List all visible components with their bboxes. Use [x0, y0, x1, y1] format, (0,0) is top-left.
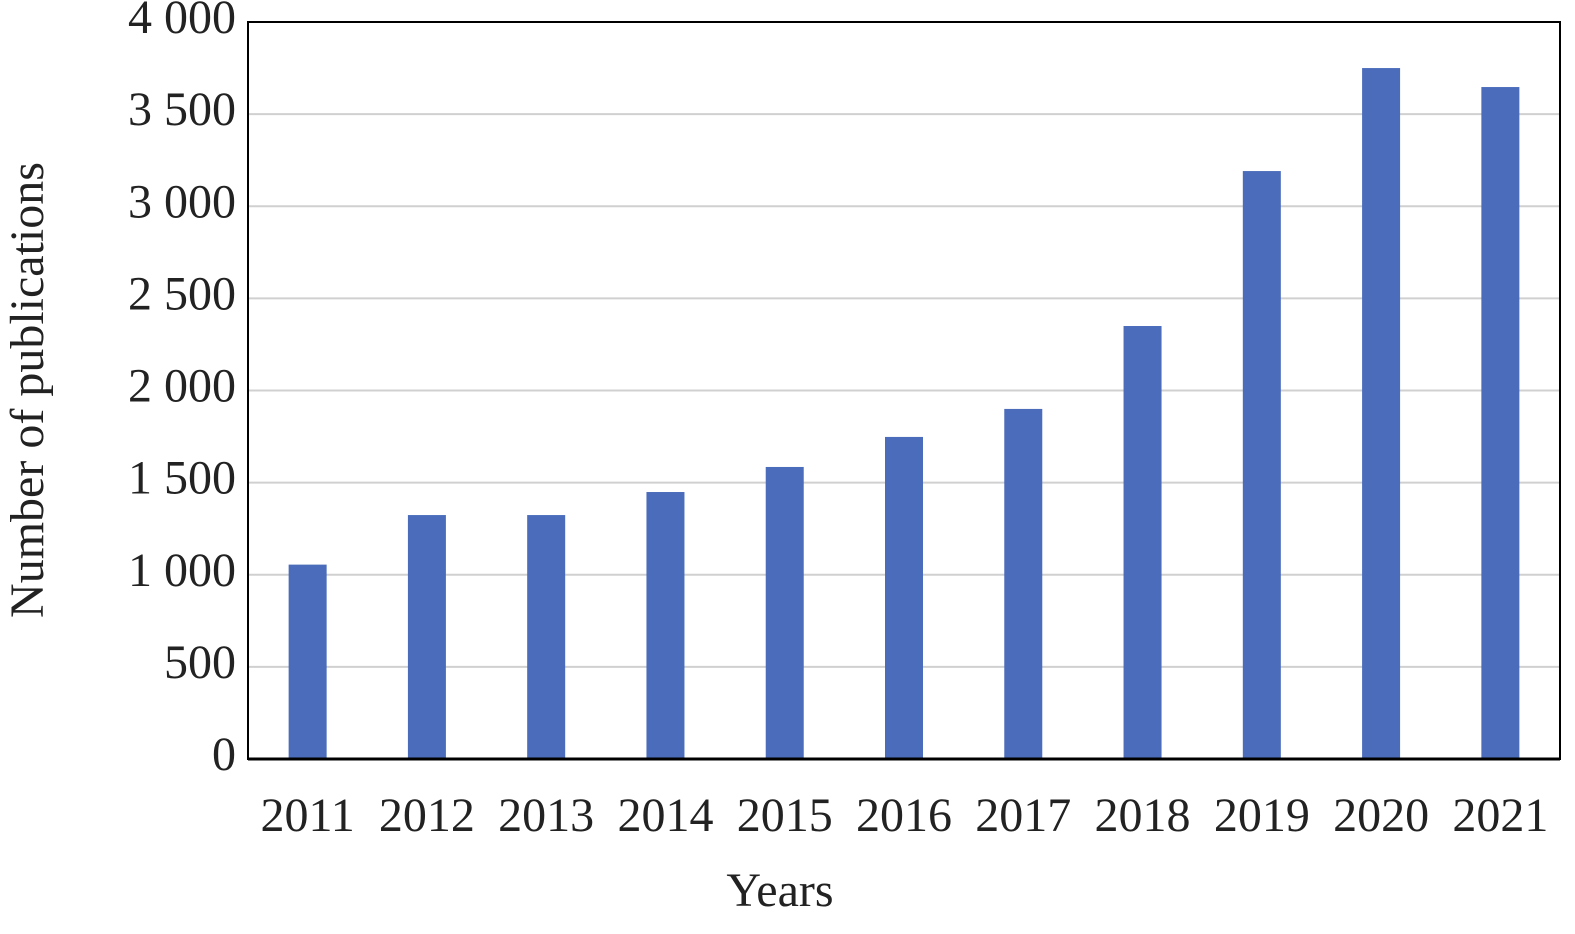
- x-tick-label: 2012: [379, 789, 475, 842]
- bar: [646, 492, 685, 759]
- x-tick-label: 2016: [856, 789, 952, 842]
- y-tick-label: 3 000: [128, 175, 236, 228]
- x-tick-label: 2013: [498, 789, 594, 842]
- y-tick-label: 1 500: [128, 452, 236, 505]
- bar: [407, 515, 446, 759]
- bar: [1242, 171, 1281, 760]
- y-tick-label: 1 000: [128, 544, 236, 597]
- x-tick-label: 2018: [1095, 789, 1191, 842]
- bar: [1123, 326, 1162, 759]
- y-tick-label: 500: [164, 636, 236, 689]
- x-tick-label: 2015: [737, 789, 833, 842]
- x-tick-label: 2021: [1452, 789, 1548, 842]
- y-tick-label: 3 500: [128, 83, 236, 136]
- y-tick-label: 2 000: [128, 360, 236, 413]
- y-tick-label: 4 000: [128, 0, 236, 44]
- x-tick-label: 2019: [1214, 789, 1310, 842]
- x-tick-label: 2020: [1333, 789, 1429, 842]
- y-axis-title: Number of publications: [1, 162, 54, 618]
- bar: [288, 564, 327, 759]
- y-tick-label: 2 500: [128, 267, 236, 320]
- bar: [1004, 408, 1043, 759]
- x-tick-label: 2011: [261, 789, 355, 842]
- bar: [527, 515, 566, 759]
- x-tick-label: 2017: [975, 789, 1071, 842]
- y-tick-label: 0: [212, 728, 236, 781]
- bar: [885, 436, 923, 759]
- bar: [1362, 68, 1401, 759]
- x-axis-title: Years: [726, 864, 833, 917]
- bar: [765, 466, 804, 759]
- bar: [1481, 87, 1520, 759]
- x-tick-label: 2014: [617, 789, 713, 842]
